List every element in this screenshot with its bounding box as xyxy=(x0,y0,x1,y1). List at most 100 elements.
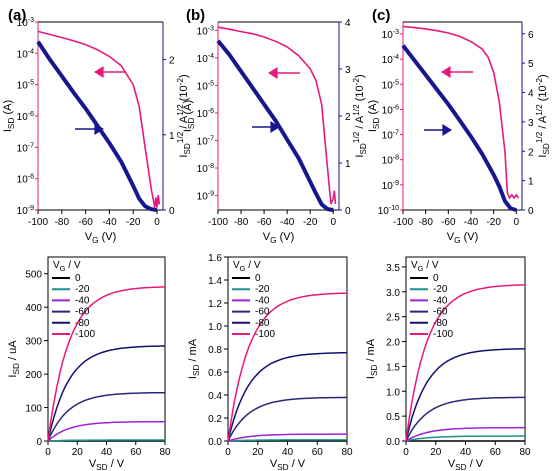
y2-axis-title-part: ) xyxy=(354,74,366,78)
output-curve xyxy=(47,286,166,442)
x-tick-label: 20 xyxy=(72,447,84,458)
y-tick-label-exp: -3 xyxy=(208,25,214,32)
y2-tick-label: 2 xyxy=(169,56,175,67)
sqrt-current-curve xyxy=(216,39,334,212)
sqrt-current-curve xyxy=(36,40,158,212)
y-tick-label: 500 xyxy=(25,270,42,281)
y-tick-label: 10-3 xyxy=(382,29,399,41)
x-tick-label: 40 xyxy=(460,447,472,458)
plot-frame xyxy=(227,256,348,442)
legend-label: -40 xyxy=(433,295,448,306)
legend-label: -40 xyxy=(75,295,90,306)
transfer-panel-2: (b)-100 -80 -60 -40 -20 010-910-810-710-610-5… xyxy=(182,7,368,245)
y-tick-label-exp: -7 xyxy=(28,142,34,149)
y-tick-label: 10-8 xyxy=(197,163,214,175)
y-tick-label-exp: -4 xyxy=(393,54,399,61)
legend-label: -40 xyxy=(255,295,270,306)
y2-tick-label: 4 xyxy=(345,18,351,29)
x-tick-label: -60 xyxy=(441,217,456,228)
y2-tick-label: 1 xyxy=(345,159,351,170)
x-axis-title-part: V xyxy=(89,458,97,470)
output-curve xyxy=(227,292,348,442)
legend-label: 0 xyxy=(255,273,261,284)
y-tick-label-exp: -7 xyxy=(208,135,214,142)
y-tick-label-base: 10 xyxy=(382,80,394,91)
legend-label: -20 xyxy=(255,284,270,295)
y-tick-label-base: 10 xyxy=(382,131,394,142)
legend-label: -20 xyxy=(433,284,448,295)
y2-axis-title-part: / A xyxy=(537,115,549,132)
legend-label: -80 xyxy=(75,318,90,329)
y-tick-label-base: 10 xyxy=(17,18,29,29)
y-tick-label-base: 10 xyxy=(382,181,394,192)
y-tick-label-base: 10 xyxy=(17,206,29,217)
output-curve xyxy=(47,439,165,442)
y-tick-label-exp: -8 xyxy=(208,163,214,170)
left-arrow-icon xyxy=(441,66,451,78)
x-tick-label: -40 xyxy=(280,217,295,228)
y2-axis-title-part: (10 xyxy=(178,85,190,104)
output-curve xyxy=(405,284,525,442)
y-tick-label: 3.0 xyxy=(386,288,400,299)
y-tick-label-base: 10 xyxy=(378,206,390,217)
y-axis-title-part: (A) xyxy=(367,100,379,118)
y-tick-label-exp: -8 xyxy=(393,155,399,162)
x-tick-label: 0 xyxy=(45,447,51,458)
y-axis-title-part: (A) xyxy=(182,100,194,118)
x-tick-label: 0 xyxy=(403,447,409,458)
y-tick-label: 10-3 xyxy=(197,25,214,37)
y-axis-title-part: (A) xyxy=(2,100,14,118)
y-axis-title-part: SD xyxy=(7,118,16,130)
legend-label: 0 xyxy=(433,273,439,284)
y-tick-label: 10-5 xyxy=(382,79,399,91)
panel-label: (b) xyxy=(186,7,205,24)
y2-axis-title: ISD1/2 / A1/2 (10-2) xyxy=(352,74,368,157)
y-tick-label: 200 xyxy=(25,370,42,381)
y-tick-label: 1.6 xyxy=(208,253,222,264)
legend-label: -100 xyxy=(75,329,95,340)
y-tick-label: 10-7 xyxy=(197,135,214,147)
left-arrow-icon xyxy=(94,66,104,78)
y-tick-label-base: 10 xyxy=(197,164,209,175)
y-tick-label: 10-4 xyxy=(197,53,214,65)
x-axis-title-part: V xyxy=(85,231,93,243)
y-tick-label: 10-9 xyxy=(197,191,214,203)
y2-axis-title-part: 1/2 xyxy=(176,104,185,116)
x-tick-label: -40 xyxy=(102,217,117,228)
y-axis-title-part: I xyxy=(187,376,199,379)
y-tick-label: 1.0 xyxy=(386,387,400,398)
transfer-panel-1: (a)-100 -80 -60 -40 -20 010-910-810-710-610-5… xyxy=(2,7,192,245)
x-tick-label: 60 xyxy=(490,447,502,458)
y-tick-label-exp: -5 xyxy=(28,80,34,87)
legend-title-part: / V xyxy=(246,260,261,271)
x-axis-title-part: V xyxy=(263,231,271,243)
x-tick-label: -100 xyxy=(208,217,228,228)
left-arrow-icon xyxy=(268,67,278,79)
x-axis-title-part: G xyxy=(454,236,460,245)
y-tick-label: 3.5 xyxy=(386,263,400,274)
x-tick-label: 0 xyxy=(514,217,520,228)
y-tick-label: 0.6 xyxy=(208,368,222,379)
y2-axis-title-part: -2 xyxy=(176,78,185,86)
x-tick-label: -20 xyxy=(486,217,501,228)
legend-label: -80 xyxy=(255,318,270,329)
y-axis-title-part: I xyxy=(367,129,379,132)
y2-axis-title-part: 1/2 xyxy=(352,104,361,116)
y-tick-label: 10-8 xyxy=(382,155,399,167)
output-curve xyxy=(227,351,348,442)
y-axis-title: ISD (A) xyxy=(182,100,196,132)
x-axis-title-part: V xyxy=(447,231,455,243)
x-axis-title-part: / V xyxy=(289,458,306,470)
y-tick-label: 300 xyxy=(25,337,42,348)
y-tick-label-exp: -9 xyxy=(393,180,399,187)
legend-label: -60 xyxy=(75,307,90,318)
y-axis-title-part: / uA xyxy=(7,340,19,363)
y-tick-label-base: 10 xyxy=(17,81,29,92)
legend-title-part: G xyxy=(418,264,424,273)
y2-axis-title-part: (10 xyxy=(537,85,549,104)
y-tick-label-exp: -5 xyxy=(393,79,399,86)
panel-label: (c) xyxy=(372,7,390,24)
y-tick-label: 10-5 xyxy=(17,80,34,92)
y-tick-label-exp: -3 xyxy=(28,17,34,24)
